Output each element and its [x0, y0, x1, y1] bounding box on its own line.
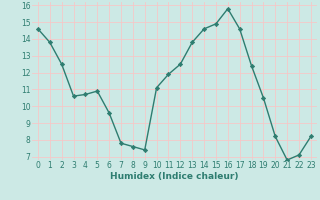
X-axis label: Humidex (Indice chaleur): Humidex (Indice chaleur) — [110, 172, 239, 181]
